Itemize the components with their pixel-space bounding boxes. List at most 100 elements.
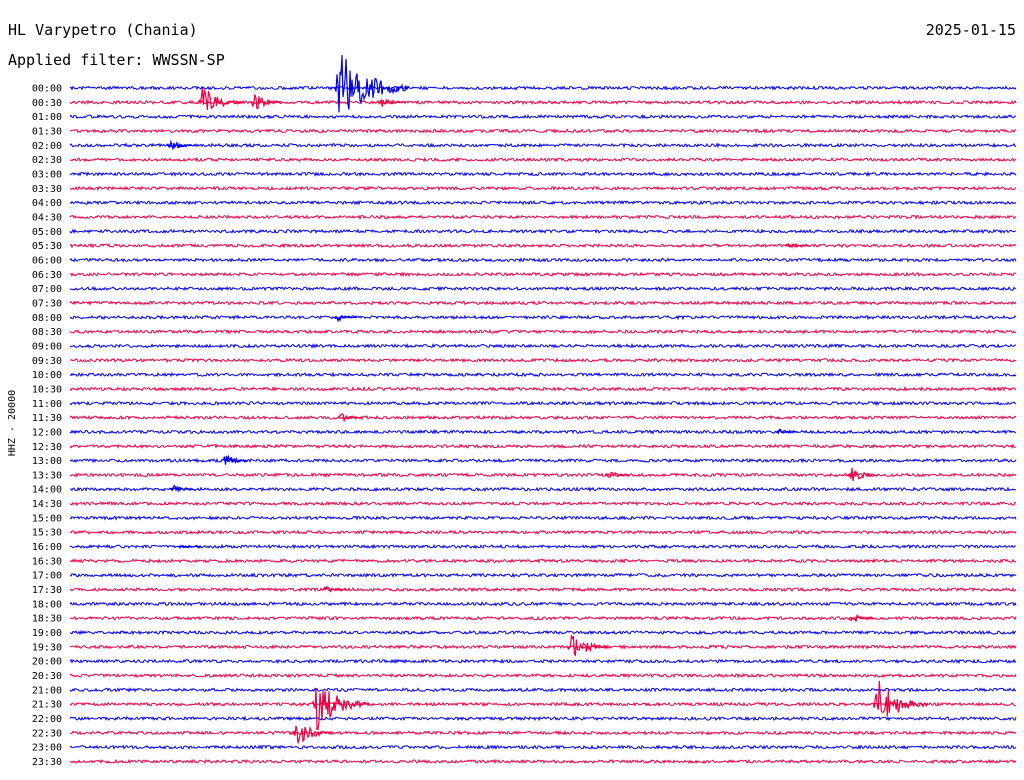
time-label-0400: 04:00 bbox=[32, 198, 62, 209]
trace-line-0430 bbox=[70, 216, 1016, 219]
trace-line-1300 bbox=[70, 459, 1016, 462]
trace-line-1200 bbox=[70, 430, 1016, 433]
trace-line-1730 bbox=[70, 588, 1016, 591]
time-label-0830: 08:30 bbox=[32, 327, 62, 338]
trace-line-1630 bbox=[70, 559, 1016, 562]
trace-line-1530 bbox=[70, 531, 1016, 534]
trace-line-0830 bbox=[70, 330, 1016, 333]
time-label-0130: 01:30 bbox=[32, 127, 62, 138]
trace-line-2200 bbox=[70, 717, 1016, 720]
time-label-2030: 20:30 bbox=[32, 671, 62, 682]
event-burst-9 bbox=[221, 456, 248, 465]
time-label-1330: 13:30 bbox=[32, 470, 62, 481]
event-group bbox=[167, 55, 928, 743]
time-label-1930: 19:30 bbox=[32, 642, 62, 653]
trace-line-1230 bbox=[70, 445, 1016, 448]
trace-line-2030 bbox=[70, 674, 1016, 677]
trace-line-0900 bbox=[70, 344, 1016, 347]
event-burst-10 bbox=[605, 473, 630, 478]
time-label-0530: 05:30 bbox=[32, 241, 62, 252]
trace-line-1830 bbox=[70, 617, 1016, 620]
time-label-0330: 03:30 bbox=[32, 184, 62, 195]
trace-line-0130 bbox=[70, 130, 1016, 133]
event-burst-8 bbox=[776, 429, 798, 433]
event-burst-3 bbox=[378, 100, 403, 107]
event-burst-14 bbox=[321, 587, 345, 591]
trace-group bbox=[70, 87, 1016, 764]
time-label-2000: 20:00 bbox=[32, 657, 62, 668]
time-label-0030: 00:30 bbox=[32, 98, 62, 109]
time-label-0500: 05:00 bbox=[32, 227, 62, 238]
trace-line-2100 bbox=[70, 688, 1016, 691]
trace-line-1130 bbox=[70, 416, 1016, 419]
event-burst-7 bbox=[337, 414, 362, 421]
trace-line-0400 bbox=[70, 201, 1016, 204]
trace-line-0800 bbox=[70, 316, 1016, 319]
trace-line-2330 bbox=[70, 760, 1016, 763]
trace-line-1700 bbox=[70, 574, 1016, 577]
trace-line-0530 bbox=[70, 244, 1016, 247]
time-label-1430: 14:30 bbox=[32, 499, 62, 510]
trace-line-0030 bbox=[70, 101, 1016, 104]
time-label-1200: 12:00 bbox=[32, 427, 62, 438]
event-burst-12 bbox=[170, 486, 193, 491]
time-label-0230: 02:30 bbox=[32, 155, 62, 166]
event-burst-17 bbox=[312, 688, 369, 729]
trace-line-2300 bbox=[70, 746, 1016, 749]
time-label-0630: 06:30 bbox=[32, 270, 62, 281]
event-burst-1 bbox=[198, 88, 240, 110]
trace-line-1430 bbox=[70, 502, 1016, 505]
time-label-1500: 15:00 bbox=[32, 513, 62, 524]
time-label-2330: 23:30 bbox=[32, 757, 62, 768]
channel-label: HHZ - 20000 bbox=[7, 390, 19, 456]
time-label-0930: 09:30 bbox=[32, 356, 62, 367]
event-burst-6 bbox=[334, 316, 357, 321]
trace-line-0500 bbox=[70, 230, 1016, 233]
trace-line-0100 bbox=[70, 115, 1016, 118]
trace-line-0630 bbox=[70, 273, 1016, 276]
time-label-1000: 10:00 bbox=[32, 370, 62, 381]
date-label: 2025-01-15 bbox=[926, 20, 1016, 40]
time-label-0700: 07:00 bbox=[32, 284, 62, 295]
time-label-2200: 22:00 bbox=[32, 714, 62, 725]
time-label-1900: 19:00 bbox=[32, 628, 62, 639]
time-label-1800: 18:00 bbox=[32, 599, 62, 610]
time-label-0000: 00:00 bbox=[32, 84, 62, 95]
time-label-0200: 02:00 bbox=[32, 141, 62, 152]
trace-line-1600 bbox=[70, 545, 1016, 548]
trace-line-1900 bbox=[70, 631, 1016, 634]
time-label-1030: 10:30 bbox=[32, 384, 62, 395]
time-label-0430: 04:30 bbox=[32, 213, 62, 224]
event-burst-0 bbox=[334, 55, 409, 112]
trace-line-0300 bbox=[70, 173, 1016, 176]
time-label-group: 00:00 00:30 01:00 01:30 02:00 02:30 03:00 03:30… bbox=[32, 84, 62, 769]
trace-line-0200 bbox=[70, 144, 1016, 147]
time-label-1700: 17:00 bbox=[32, 571, 62, 582]
time-label-1100: 11:00 bbox=[32, 399, 62, 410]
event-burst-13 bbox=[180, 546, 202, 547]
time-label-0600: 06:00 bbox=[32, 256, 62, 267]
trace-line-0330 bbox=[70, 187, 1016, 190]
event-burst-16 bbox=[567, 636, 607, 655]
time-label-1130: 11:30 bbox=[32, 413, 62, 424]
trace-line-1930 bbox=[70, 645, 1016, 648]
trace-line-1500 bbox=[70, 516, 1016, 519]
event-burst-5 bbox=[785, 244, 809, 247]
trace-line-0930 bbox=[70, 359, 1016, 362]
time-label-0100: 01:00 bbox=[32, 112, 62, 123]
time-label-1630: 16:30 bbox=[32, 556, 62, 567]
trace-line-0730 bbox=[70, 302, 1016, 305]
trace-line-0000 bbox=[70, 87, 1016, 90]
trace-line-2230 bbox=[70, 731, 1016, 734]
trace-line-2130 bbox=[70, 703, 1016, 706]
event-burst-19 bbox=[293, 726, 331, 744]
time-label-1300: 13:00 bbox=[32, 456, 62, 467]
event-burst-11 bbox=[848, 468, 878, 481]
time-label-2300: 23:00 bbox=[32, 743, 62, 754]
trace-line-2000 bbox=[70, 660, 1016, 663]
trace-line-1800 bbox=[70, 602, 1016, 605]
event-burst-15 bbox=[848, 615, 873, 621]
time-label-1530: 15:30 bbox=[32, 528, 62, 539]
filter-label: Applied filter: WWSSN-SP bbox=[8, 50, 225, 70]
trace-line-1330 bbox=[70, 473, 1016, 476]
